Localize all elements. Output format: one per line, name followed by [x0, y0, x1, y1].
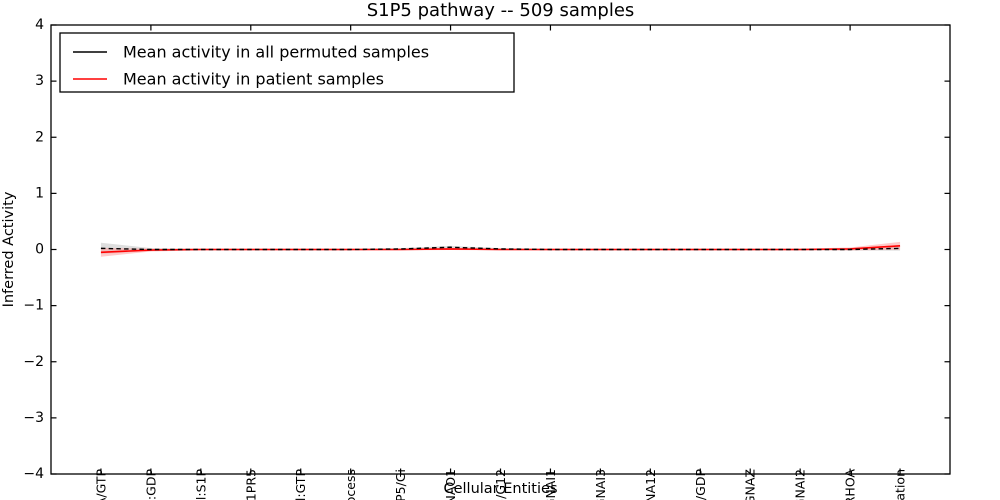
x-tick-label: RhoA/GTP	[93, 469, 108, 500]
plot-layer: −4 −3 −2 −1 0 1 2 3 4 RhoA/GTP mol:GDP mol:S1P S1PR5…	[23, 17, 951, 500]
x-tick-label: mol:GDP	[143, 469, 158, 500]
y-tick-label: −4	[23, 466, 44, 482]
x-tick-label: mol:GTP	[293, 469, 308, 500]
x-tick-label: S1PR5	[243, 469, 258, 500]
x-tick-label: GNAI1	[543, 469, 558, 500]
legend-box	[59, 32, 515, 93]
band-series-0	[100, 242, 901, 254]
x-tick-label: RHOA	[843, 469, 858, 500]
line-series-0	[100, 246, 901, 251]
x-tick-label: S1P/S1P5/G12	[493, 469, 508, 500]
y-tick-label: 2	[35, 129, 44, 145]
x-tick-label: GNAZ	[743, 469, 758, 500]
x-tick-label: S1P/S1P5/Gi	[393, 469, 408, 500]
y-tick-label: 0	[35, 242, 44, 258]
x-tick-label: telencephalon oligodendrocyte cell migra…	[893, 469, 908, 500]
y-tick-label: 4	[35, 17, 44, 33]
x-tick-label: mol:S1P	[193, 469, 208, 500]
y-axis-label: Inferred Activity	[1, 191, 17, 307]
y-tick-label: −2	[23, 354, 44, 370]
x-tick-label: GNAO1	[443, 469, 458, 500]
x-tick-label: negative regulation of cAMP metabolic pr…	[343, 469, 358, 500]
legend-label-series-0: Mean activity in all permuted samples	[123, 43, 429, 62]
x-tick-label: GNAI3	[593, 469, 608, 500]
x-tick-label: GNA12	[643, 469, 658, 500]
x-tick-label: RhoA/GDP	[693, 469, 708, 500]
y-tick-label: 1	[35, 185, 44, 201]
y-tick-label: 3	[35, 73, 44, 89]
y-tick-label: −3	[23, 410, 44, 426]
chart-title: S1P5 pathway -- 509 samples	[367, 0, 635, 21]
y-tick-label: −1	[23, 298, 44, 314]
legend-label-series-1: Mean activity in patient samples	[123, 70, 384, 89]
x-tick-label: GNAI2	[793, 469, 808, 500]
x-axis-label: Cellular Entities	[443, 481, 557, 497]
